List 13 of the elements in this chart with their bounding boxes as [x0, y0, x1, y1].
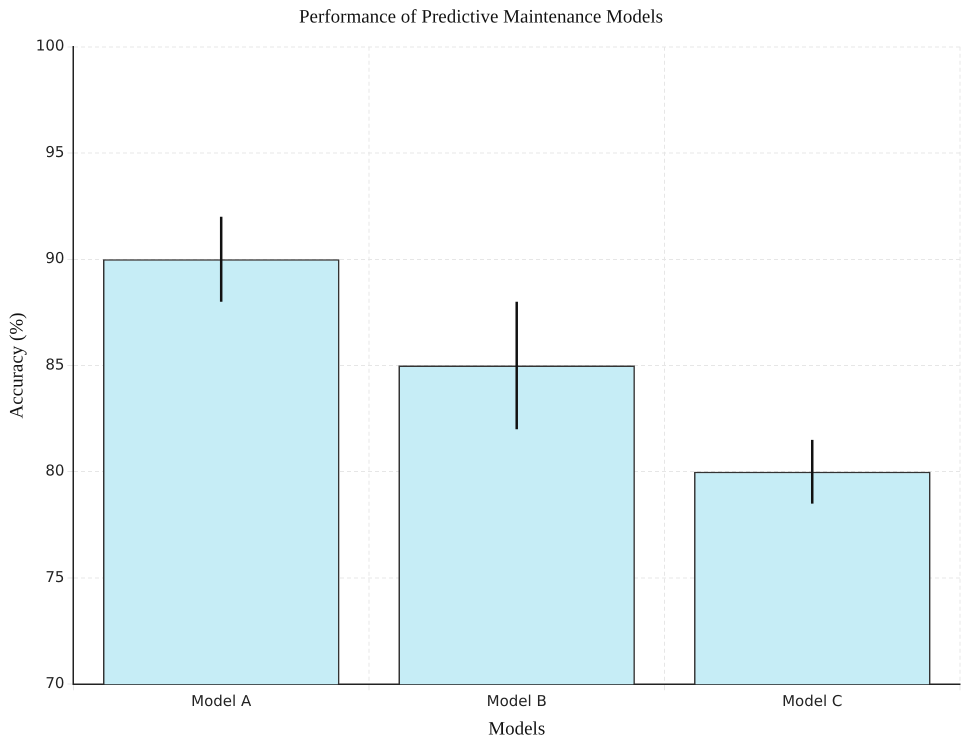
y-tick-label: 85	[45, 355, 64, 374]
y-tick-label: 70	[45, 674, 64, 692]
x-axis-title: Models	[488, 718, 546, 740]
y-tick-label: 100	[36, 36, 64, 55]
y-tick-label: 95	[45, 142, 64, 161]
y-tick-label: 90	[45, 249, 64, 268]
x-tick-label: Model B	[486, 692, 547, 710]
y-axis-title: Accuracy (%)	[6, 312, 28, 419]
x-tick-label: Model A	[191, 692, 252, 710]
y-tick-label: 75	[45, 568, 64, 586]
y-tick-label: 80	[45, 462, 64, 480]
chart-title: Performance of Predictive Maintenance Models	[298, 6, 664, 28]
x-tick-label: Model C	[782, 692, 842, 710]
